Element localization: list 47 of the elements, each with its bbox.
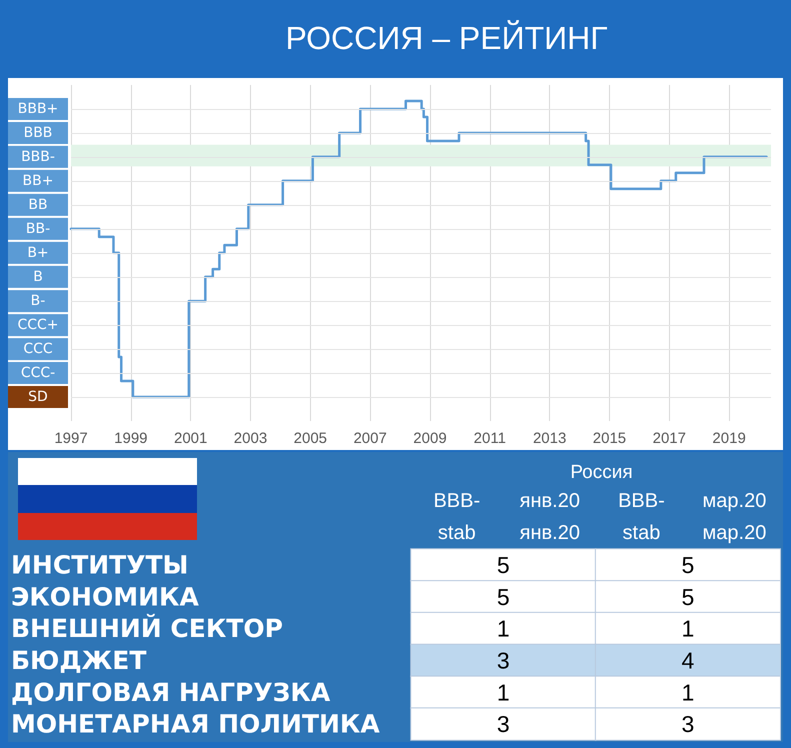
x-tick-label: 1999 [114,430,148,447]
y-tick-label: МОНЕТАРНАЯ ПОЛИТИКА [11,710,380,739]
data-label: 1 [682,679,694,706]
data-label: 5 [682,552,694,578]
x-tick-label: 2019 [712,430,746,447]
ref-line-label: BB [28,196,48,213]
y-tick-label: ВНЕШНИЙ СЕКТОР [11,613,283,644]
data-label: 5 [496,552,510,578]
x-tick-label: 1997 [54,430,88,447]
ref-line-label: BBB [24,124,52,141]
chart-title: РОССИЯ – РЕЙТИНГ [284,18,609,58]
data-label: 3 [496,711,510,738]
data-label: 3 [496,647,510,674]
ref-line-label: B [33,268,43,285]
data-label: 3 [682,711,694,738]
data-label: 1 [496,679,510,706]
x-tick-label: 2017 [652,430,686,447]
ref-line-label: BB- [26,220,50,237]
x-tick-label: 2009 [413,430,447,447]
ref-line-label: CCC+ [17,317,59,334]
data-label: 1 [496,616,510,642]
ref-line-label: B- [30,293,46,310]
y-tick-label: ДОЛГОВАЯ НАГРУЗКА [11,678,331,707]
x-tick-label: 2007 [353,430,387,447]
x-tick-label: 2011 [474,430,506,447]
y-tick-label: ЭКОНОМИКА [11,582,200,612]
y-tick-label: ИНСТИТУТЫ [11,550,188,580]
ref-line-label: CCC [23,341,53,358]
x-tick-label: 2015 [592,430,626,447]
x-tick-label: 2013 [532,430,566,447]
category-label: BBB- янв.20 stab янв.20 [433,490,580,544]
data-label: 4 [682,647,695,674]
x-tick-label: 2001 [174,430,208,447]
ref-line-label: BBB- [21,148,55,165]
chart-title: Россия [570,462,633,483]
data-label: 5 [682,584,694,610]
ref-line-label: CCC- [20,365,56,382]
y-tick-label: БЮДЖЕТ [11,646,146,675]
category-label: BBB- мар.20 stab мар.20 [618,490,766,544]
ref-line-label: BB+ [22,172,54,189]
x-tick-label: 2003 [234,430,268,447]
ref-line-label: BBB+ [18,100,58,117]
data-label: 5 [496,584,510,610]
ref-line-label: SD [28,389,48,406]
x-tick-label: 2005 [294,430,328,447]
ref-line-label: B+ [27,244,49,261]
data-label: 1 [682,616,694,642]
